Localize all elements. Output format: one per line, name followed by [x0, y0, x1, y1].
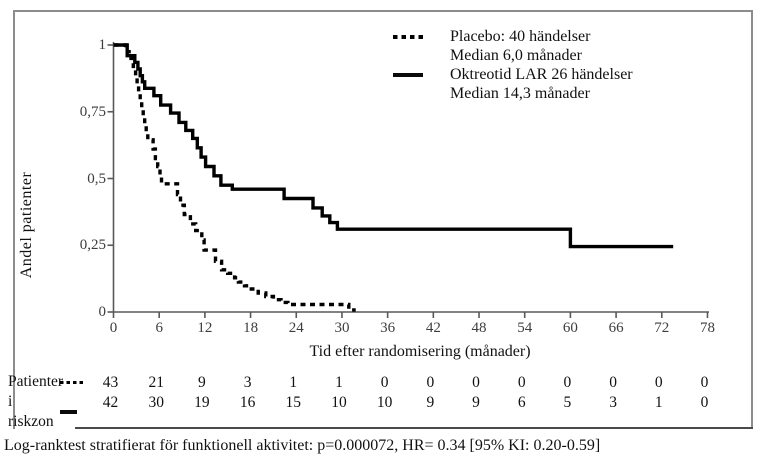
risk-count-oktreotid: 1 [654, 394, 663, 411]
figure-border-top [13, 10, 753, 12]
risk-count-placebo: 3 [243, 374, 252, 391]
figure-border-left [13, 10, 15, 429]
x-tick-label: 0 [109, 320, 118, 336]
x-tick-label: 30 [334, 320, 350, 336]
logrank-footnote: Log-ranktest stratifierat för funktionel… [4, 437, 601, 454]
risk-count-oktreotid: 3 [609, 394, 617, 411]
figure-border-bottom [75, 427, 753, 429]
legend-placebo-median: Median 6,0 månader [450, 47, 582, 64]
x-tick-label: 12 [197, 320, 213, 336]
risk-label-line1: Patienter [8, 373, 64, 390]
risk-count-placebo: 1 [335, 374, 343, 391]
x-tick-label: 42 [425, 320, 441, 336]
legend-item-placebo: Placebo: 40 händelser Median 6,0 månader [393, 27, 723, 65]
risk-count-oktreotid: 0 [700, 394, 709, 411]
risk-count-placebo: 0 [380, 374, 389, 391]
y-tick-label: 0,25 [79, 237, 106, 254]
risk-count-placebo: 1 [289, 374, 298, 391]
risk-count-placebo: 21 [148, 374, 164, 391]
risk-label-row-placebo: Patienter [8, 372, 83, 392]
y-tick-label: 0,75 [79, 103, 106, 120]
placebo-survival-curve [113, 43, 356, 312]
x-tick-label: 60 [562, 320, 578, 336]
risk-count-oktreotid: 15 [285, 394, 302, 411]
risk-count-oktreotid: 16 [239, 394, 256, 411]
risk-count-placebo: 9 [198, 374, 206, 391]
risk-count-placebo: 0 [426, 374, 435, 391]
y-tick-label: 0,5 [87, 170, 106, 187]
risk-count-placebo: 0 [472, 374, 480, 391]
x-tick-label: 72 [654, 320, 670, 336]
x-tick-label: 18 [243, 320, 259, 336]
risk-count-placebo: 0 [700, 374, 709, 391]
x-tick-label: 66 [608, 320, 624, 336]
legend-oktreotid-median: Median 14,3 månader [450, 85, 590, 102]
risk-count-oktreotid: 10 [331, 394, 347, 411]
risk-count-oktreotid: 9 [472, 394, 480, 411]
risk-count-oktreotid: 5 [563, 394, 572, 411]
risk-label-line2: i riskzon [8, 393, 54, 430]
x-axis-title: Tid efter randomisering (månader) [309, 343, 531, 360]
risk-count-oktreotid: 19 [194, 394, 210, 411]
y-axis-title: Andel patienter [18, 171, 35, 279]
x-tick-label: 48 [471, 320, 487, 336]
oktreotid-solid-line-icon [393, 73, 423, 77]
legend-item-oktreotid: Oktreotid LAR 26 händelser Median 14,3 m… [393, 65, 723, 103]
risk-table-label: Patienter i riskzon [8, 372, 83, 432]
risk-count-oktreotid: 6 [517, 394, 526, 411]
risk-count-placebo: 0 [563, 374, 572, 391]
risk-label-row-oktreotid: i riskzon [8, 392, 83, 432]
x-tick-label: 6 [155, 320, 163, 336]
risk-count-oktreotid: 10 [376, 394, 393, 411]
legend: Placebo: 40 händelser Median 6,0 månader… [393, 27, 723, 103]
oktreotid-survival-curve [113, 43, 674, 249]
risk-count-oktreotid: 30 [148, 394, 164, 411]
x-tick-label: 24 [288, 320, 304, 336]
risk-count-placebo: 0 [654, 374, 663, 391]
x-tick-label: 78 [699, 320, 715, 336]
y-tick-label: 0 [98, 304, 107, 320]
risk-count-placebo: 43 [102, 374, 119, 391]
risk-count-oktreotid: 9 [426, 394, 435, 411]
oktreotid-solid-marker-icon [60, 410, 77, 414]
figure-border-right [751, 10, 753, 429]
placebo-dotted-line-icon [393, 35, 423, 39]
x-tick-label: 54 [517, 320, 533, 336]
y-tick-label: 1 [98, 37, 107, 53]
risk-count-placebo: 0 [609, 374, 617, 391]
legend-oktreotid-events: Oktreotid LAR 26 händelser [450, 66, 633, 83]
risk-count-placebo: 0 [517, 374, 526, 391]
risk-count-oktreotid: 42 [102, 394, 119, 411]
legend-placebo-events: Placebo: 40 händelser [450, 28, 591, 45]
x-tick-label: 36 [380, 320, 396, 336]
placebo-dotted-marker-icon [60, 380, 83, 384]
